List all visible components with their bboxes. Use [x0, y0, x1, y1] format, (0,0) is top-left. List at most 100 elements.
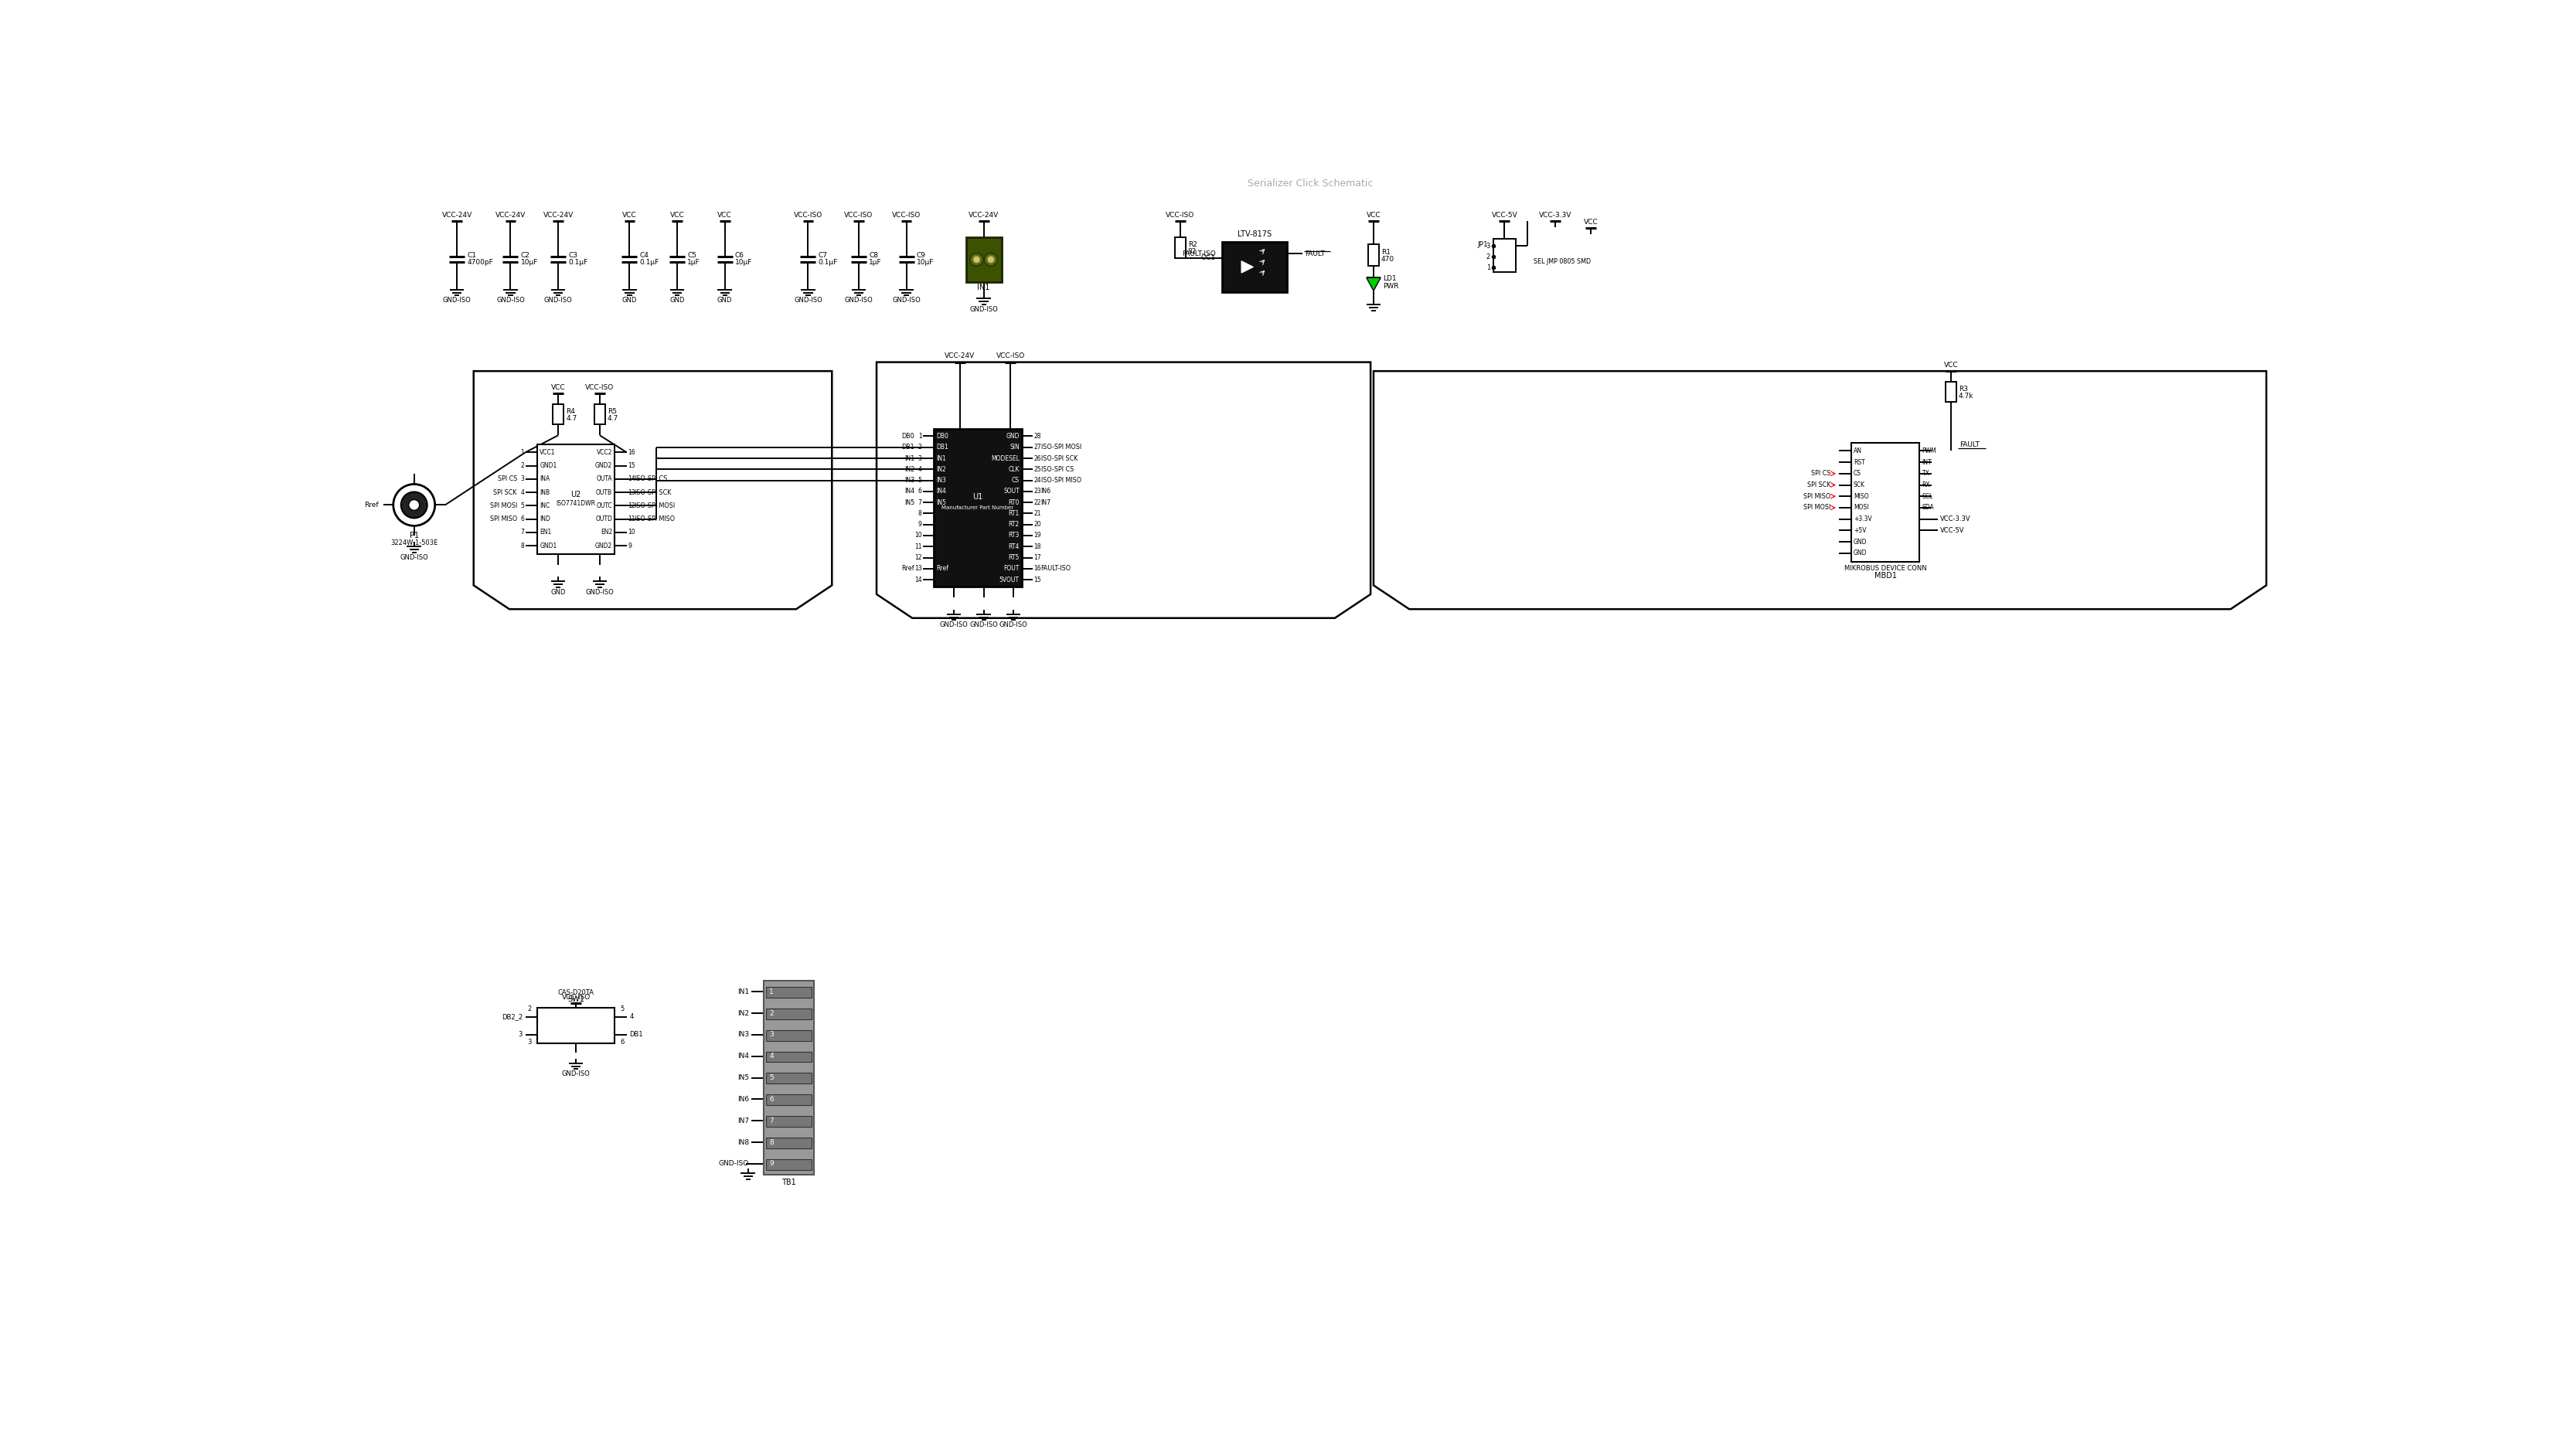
Text: 8: 8 — [918, 510, 923, 517]
Text: GND-ISO: GND-ISO — [892, 297, 921, 304]
Text: FAULT: FAULT — [1959, 441, 1979, 448]
Text: IN6: IN6 — [1041, 488, 1051, 495]
Text: VCC-24V: VCC-24V — [969, 211, 1000, 218]
Text: DB1: DB1 — [629, 1031, 644, 1038]
Text: 15: 15 — [629, 462, 634, 469]
Text: IN4: IN4 — [736, 1053, 749, 1060]
Text: Rref: Rref — [936, 565, 949, 572]
Text: FAULT-ISO: FAULT-ISO — [1041, 565, 1071, 572]
Text: 16: 16 — [629, 448, 634, 456]
Text: 9: 9 — [770, 1160, 775, 1168]
Polygon shape — [1240, 261, 1253, 272]
Text: 11: 11 — [629, 515, 634, 523]
Text: 15: 15 — [1033, 577, 1041, 584]
Text: RT2: RT2 — [1007, 521, 1020, 529]
Text: 4: 4 — [770, 1053, 775, 1060]
Text: 10: 10 — [629, 529, 634, 536]
Text: 14: 14 — [915, 577, 923, 584]
Text: 13: 13 — [629, 489, 634, 496]
Text: RT0: RT0 — [1007, 499, 1020, 505]
Text: VCC1: VCC1 — [540, 448, 555, 456]
Text: SPI MOSI: SPI MOSI — [491, 502, 517, 510]
Text: 9: 9 — [629, 542, 632, 549]
Text: 6: 6 — [522, 515, 524, 523]
Text: GND-ISO: GND-ISO — [844, 297, 872, 304]
Circle shape — [409, 499, 419, 511]
Text: RT3: RT3 — [1007, 531, 1020, 539]
Text: R2: R2 — [1189, 242, 1197, 248]
Text: JP1: JP1 — [1478, 242, 1488, 249]
Text: P1: P1 — [409, 531, 419, 540]
Text: 6: 6 — [770, 1096, 775, 1102]
Text: IN2: IN2 — [736, 1010, 749, 1016]
Circle shape — [974, 256, 979, 264]
Text: 3: 3 — [1486, 243, 1491, 249]
Text: IN4: IN4 — [905, 488, 915, 495]
Text: SPI MISO: SPI MISO — [1803, 492, 1831, 499]
Text: GND-ISO: GND-ISO — [969, 306, 997, 313]
Bar — [593, 405, 606, 425]
Text: 1: 1 — [918, 432, 923, 440]
Text: 4: 4 — [918, 466, 923, 473]
Text: FOUT: FOUT — [1005, 565, 1020, 572]
Text: 0.1μF: 0.1μF — [818, 259, 839, 265]
Text: IN7: IN7 — [1041, 499, 1051, 505]
Bar — [767, 987, 811, 997]
Text: VCC: VCC — [1365, 211, 1381, 218]
Text: 1μF: 1μF — [688, 259, 701, 265]
Text: 7: 7 — [918, 499, 923, 505]
Bar — [1946, 381, 1956, 402]
Text: 21: 21 — [1033, 510, 1041, 517]
Text: 18: 18 — [1033, 543, 1041, 550]
Text: IN1: IN1 — [977, 284, 990, 291]
Text: 4.7k: 4.7k — [1959, 393, 1974, 399]
Bar — [767, 1073, 811, 1083]
Text: ISO-SPI SCK: ISO-SPI SCK — [634, 489, 672, 496]
Text: IND: IND — [540, 515, 550, 523]
Text: GND-ISO: GND-ISO — [969, 622, 997, 629]
Bar — [765, 981, 813, 1175]
Text: MBD1: MBD1 — [1874, 572, 1897, 579]
Text: GND-ISO: GND-ISO — [545, 297, 573, 304]
Bar — [1493, 239, 1516, 272]
Text: ISO-SPI MISO: ISO-SPI MISO — [1041, 478, 1082, 483]
Text: OUTB: OUTB — [596, 489, 611, 496]
Text: 16: 16 — [1033, 565, 1041, 572]
Text: 9: 9 — [918, 521, 923, 529]
Text: AN: AN — [1854, 447, 1861, 454]
Text: ISO-SPI CS: ISO-SPI CS — [1041, 466, 1074, 473]
Text: 12: 12 — [629, 502, 634, 510]
Text: INT: INT — [1923, 459, 1931, 466]
Text: SEL JMP 0805 SMD: SEL JMP 0805 SMD — [1534, 258, 1590, 265]
Bar — [767, 1137, 811, 1149]
Text: 5VOUT: 5VOUT — [1000, 577, 1020, 584]
Text: 3224W-1-503E: 3224W-1-503E — [391, 540, 437, 546]
Text: C7: C7 — [818, 252, 828, 259]
Text: FAULT-ISO: FAULT-ISO — [1181, 250, 1215, 258]
Text: RT5: RT5 — [1007, 555, 1020, 561]
Text: GND-ISO: GND-ISO — [563, 1070, 591, 1077]
Text: SCL: SCL — [1923, 492, 1933, 499]
Text: CLK: CLK — [1007, 466, 1020, 473]
Text: 10μF: 10μF — [915, 259, 933, 265]
Text: DB1: DB1 — [903, 444, 915, 451]
Text: 14: 14 — [629, 476, 634, 482]
Text: ISO-SPI MOSI: ISO-SPI MOSI — [634, 502, 675, 510]
Text: R5: R5 — [609, 408, 616, 415]
Text: R3: R3 — [1959, 386, 1969, 393]
Text: VCC-ISO: VCC-ISO — [844, 211, 872, 218]
Text: 0.1μF: 0.1μF — [568, 259, 588, 265]
Text: GND2: GND2 — [596, 462, 611, 469]
Text: VCC: VCC — [621, 211, 637, 218]
Text: VCC: VCC — [1943, 361, 1959, 368]
Bar — [1368, 245, 1378, 266]
Bar — [967, 237, 1002, 282]
Text: DB1: DB1 — [936, 444, 949, 451]
Text: 0.1μF: 0.1μF — [639, 259, 660, 265]
Text: SW1: SW1 — [568, 996, 586, 1003]
Text: GND: GND — [1854, 539, 1867, 546]
Text: ISO7741DWR: ISO7741DWR — [557, 501, 596, 507]
Text: VCC-ISO: VCC-ISO — [586, 384, 614, 392]
Text: VCC-5V: VCC-5V — [1491, 211, 1516, 218]
Text: GND-ISO: GND-ISO — [941, 622, 969, 629]
